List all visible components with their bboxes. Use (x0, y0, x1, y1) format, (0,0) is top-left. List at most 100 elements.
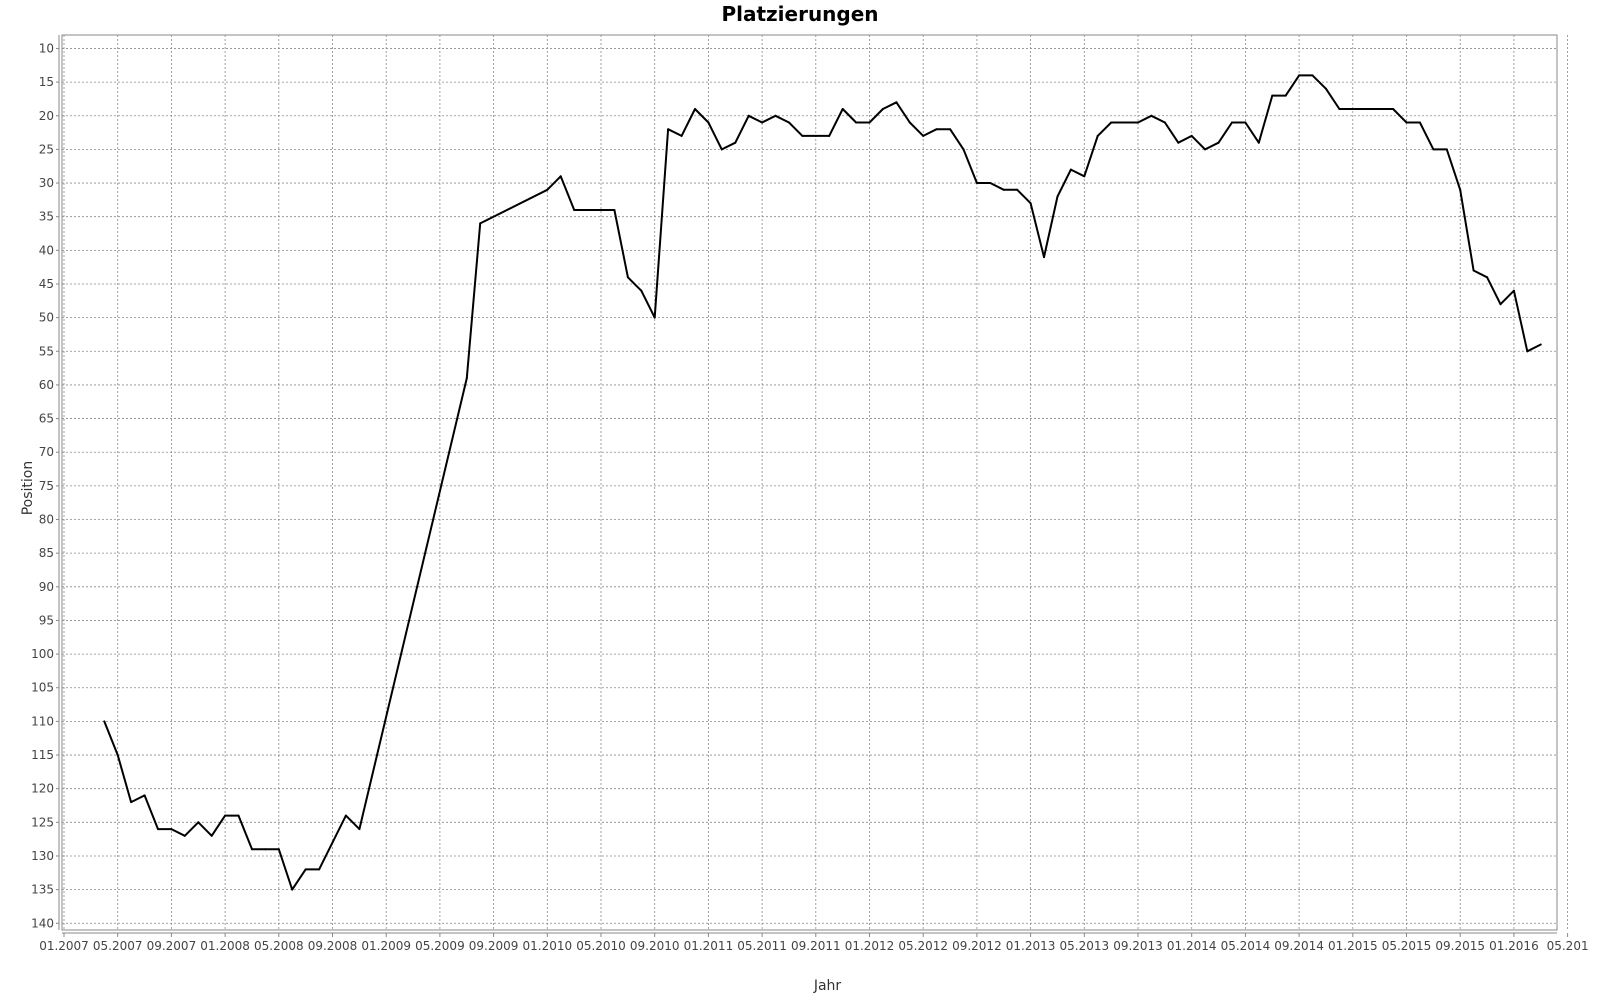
data-point (1150, 114, 1153, 117)
x-axis-label: Jahr (813, 978, 842, 994)
data-point (1351, 108, 1354, 110)
data-point (1163, 121, 1166, 124)
data-point (680, 134, 683, 137)
x-tick-label: 01.2007 (39, 939, 89, 953)
data-point (1217, 141, 1220, 144)
data-point (573, 209, 576, 211)
data-point (761, 121, 764, 124)
data-point (479, 222, 482, 225)
data-point (264, 848, 267, 851)
data-point (653, 316, 656, 319)
x-tick-label: 05.2013 (1059, 939, 1109, 953)
data-point (1378, 108, 1381, 110)
x-tick-label: 01.2008 (200, 939, 250, 953)
x-tick-label: 09.2014 (1274, 939, 1324, 953)
data-point (788, 121, 790, 124)
x-tick-label: 01.2011 (684, 939, 734, 953)
y-tick-label: 140 (31, 916, 54, 930)
y-tick-label: 90 (39, 580, 54, 594)
data-point (1257, 141, 1260, 144)
data-point (747, 114, 750, 117)
y-tick-label: 115 (31, 748, 54, 762)
y-tick-label: 65 (39, 412, 54, 426)
x-tick-label: 09.2010 (630, 939, 680, 953)
data-point (734, 141, 737, 144)
data-point (237, 814, 240, 817)
data-point (1418, 121, 1421, 124)
data-point (881, 108, 884, 110)
data-point (586, 209, 589, 211)
x-tick-label: 05.2011 (737, 939, 787, 953)
data-point (559, 175, 562, 178)
data-point (895, 101, 898, 104)
data-point (170, 828, 173, 831)
data-point (1096, 134, 1099, 137)
y-tick-label: 75 (39, 479, 54, 493)
data-point (1392, 108, 1395, 110)
y-tick-label: 130 (31, 849, 54, 863)
x-tick-label: 05.2009 (415, 939, 465, 953)
y-tick-label: 50 (39, 311, 54, 325)
x-tick-label: 01.2016 (1489, 939, 1539, 953)
y-tick-label: 25 (39, 142, 54, 156)
data-point (814, 134, 817, 137)
data-point (828, 134, 831, 137)
y-tick-label: 80 (39, 513, 54, 527)
data-point (1110, 121, 1113, 124)
y-tick-label: 135 (31, 883, 54, 897)
data-point (210, 834, 213, 837)
x-tick-label: 05.2014 (1221, 939, 1271, 953)
plot-frame (61, 34, 1558, 931)
data-point (1083, 175, 1086, 178)
series-line (103, 74, 1542, 891)
data-point (103, 720, 106, 723)
data-point (1325, 87, 1327, 90)
data-point (613, 209, 616, 211)
series-layer (103, 74, 1542, 891)
data-point (694, 108, 696, 110)
y-tick-label: 85 (39, 546, 54, 560)
data-point (640, 289, 643, 292)
data-point (600, 209, 602, 211)
data-point (774, 114, 777, 117)
data-point (1284, 94, 1287, 97)
x-tick-label: 01.2014 (1167, 939, 1217, 953)
data-point (344, 814, 347, 817)
axis-layer (56, 35, 1569, 937)
data-point (157, 828, 159, 831)
data-point (1137, 121, 1139, 124)
y-tick-label: 35 (39, 210, 54, 224)
data-point (1043, 256, 1045, 259)
data-point (1177, 141, 1180, 144)
data-point (1069, 168, 1072, 171)
y-tick-label: 120 (31, 782, 54, 796)
data-point (935, 128, 938, 131)
data-point (1512, 289, 1515, 292)
x-tick-label: 05.2007 (93, 939, 143, 953)
x-tick-label: 09.2012 (952, 939, 1002, 953)
data-point (1338, 108, 1341, 110)
y-tick-label: 20 (39, 109, 54, 123)
data-point (1204, 148, 1207, 151)
x-tick-label: 01.2012 (845, 939, 895, 953)
y-tick-label: 70 (39, 445, 54, 459)
data-point (975, 182, 978, 184)
x-tick-label: 09.2013 (1113, 939, 1163, 953)
data-point (1445, 148, 1448, 151)
data-point (626, 276, 629, 279)
data-point (116, 754, 119, 756)
x-tick-label: 05.2012 (898, 939, 948, 953)
data-point (908, 121, 911, 124)
x-tick-label: 09.2008 (308, 939, 358, 953)
data-point (1016, 188, 1019, 191)
x-tick-label: 05.2010 (576, 939, 626, 953)
data-point (707, 121, 710, 124)
data-point (546, 188, 549, 191)
data-point (868, 121, 871, 124)
x-tick-label: 01.2015 (1328, 939, 1378, 953)
data-point (1472, 269, 1475, 272)
x-tick-label: 01.2009 (361, 939, 411, 953)
data-point (197, 821, 200, 824)
